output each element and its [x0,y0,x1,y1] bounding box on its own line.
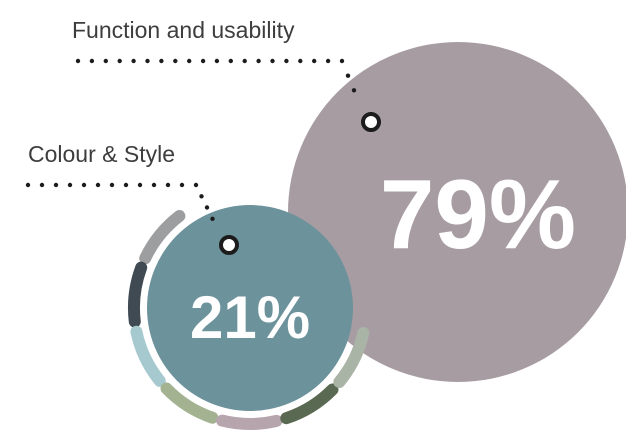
leader-dot [284,58,289,64]
leader-dot [89,58,95,64]
ring-segment [130,325,166,387]
leader-dot [165,182,171,188]
leader-dot [351,88,357,93]
leader-dot [199,194,204,199]
leader-line-colour [25,182,215,221]
leader-dot [179,182,185,188]
leader-dot [109,182,115,188]
leader-dot [25,182,31,188]
leader-dot [39,182,45,188]
leader-dot [325,58,331,64]
ring-segment [160,382,219,424]
marker-function [361,112,381,132]
colour-style-ring [127,210,370,430]
marker-colour [219,235,239,255]
leader-dot [312,58,317,64]
ring-segment [280,383,339,425]
leader-dot [67,182,73,188]
ring-segment [139,210,186,265]
leader-dot [210,216,215,221]
leader-dot [228,58,233,64]
leader-dot [242,58,247,64]
leader-dot [298,58,303,64]
leader-dot [159,58,164,64]
leader-dot [187,58,192,64]
leader-dot [200,58,206,64]
leader-dot [214,58,220,64]
leader-dot [193,182,199,188]
leader-dot [204,205,210,210]
leader-dot [103,58,109,64]
leader-dot [173,58,178,64]
leader-dot [53,182,59,188]
leader-dot [151,182,157,188]
leader-dot [137,182,143,188]
leader-dot [117,58,122,64]
ring-segment [127,261,148,328]
leader-dot [75,58,81,64]
leader-dot [339,58,345,64]
leader-dot [256,58,261,64]
value-label-colour: 21% [190,284,310,351]
leader-dot [123,182,129,188]
leader-dot [270,58,275,64]
label-function-and-usability: Function and usability [72,17,295,43]
ring-segment [333,327,370,388]
label-colour-and-style: Colour & Style [28,141,175,167]
bubble-colour-and-style [147,205,353,411]
leader-dot [145,58,150,64]
value-label-function: 79% [380,159,576,269]
leader-dot [345,73,351,78]
leader-line-function [75,58,357,93]
ring-segment [216,414,283,430]
leader-dot [95,182,101,188]
leader-dot [131,58,136,64]
leader-dot [81,182,87,188]
